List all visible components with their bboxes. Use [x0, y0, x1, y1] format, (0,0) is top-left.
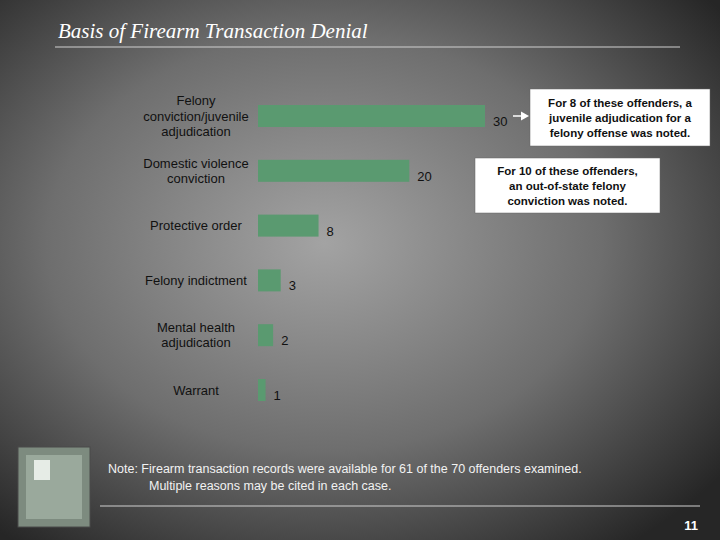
category-label-line: Protective order [150, 218, 242, 233]
annotation-arrowhead [521, 112, 529, 121]
background [0, 0, 720, 540]
category-label: Domestic violenceconviction [143, 156, 249, 187]
category-label: Felonyconviction/juvenileadjudication [143, 93, 249, 139]
category-label: Mental healthadjudication [157, 320, 235, 351]
note-line: Note: Firearm transaction records were a… [108, 462, 582, 476]
note: Note: Firearm transaction records were a… [108, 462, 582, 493]
category-label: Protective order [150, 218, 242, 233]
footer-rule [100, 506, 700, 507]
annotation-line: an out-of-state felony [509, 180, 627, 192]
annotation-box [475, 158, 660, 213]
category-label-line: conviction/juvenile [143, 109, 249, 124]
bar [258, 324, 273, 346]
bar [258, 269, 281, 291]
annotation-text: For 10 of these offenders, an out-of-stat… [497, 165, 638, 207]
annotation-line: juvenile adjudication for a [548, 112, 691, 124]
category-label-line: adjudication [161, 124, 230, 139]
data-label: 3 [289, 278, 296, 293]
annotation-line: For 8 of these offenders, a [548, 97, 692, 109]
category-labels: Felonyconviction/juvenileadjudicationDom… [143, 93, 249, 398]
logo-emblem [34, 460, 50, 480]
logo [18, 447, 90, 527]
category-label-line: Domestic violence [143, 156, 249, 171]
logo-cover [26, 455, 82, 519]
category-label-line: conviction [167, 171, 225, 186]
bar [258, 160, 409, 182]
chart: Basis of Firearm Transaction Denial Felon… [0, 0, 720, 540]
bar [258, 105, 485, 127]
annotation-text: For 8 of these offenders, a juvenile adju… [548, 97, 692, 139]
annotation-line: conviction was noted. [507, 195, 627, 207]
title: Basis of Firearm Transaction Denial [58, 19, 368, 43]
logo-frame [18, 447, 90, 527]
category-label-line: Warrant [173, 383, 219, 398]
annotation: For 10 of these offenders, an out-of-stat… [475, 158, 660, 213]
annotation-line: For 10 of these offenders, [497, 165, 638, 177]
page-number: 11 [684, 518, 698, 533]
bars [258, 105, 485, 401]
title-rule [55, 47, 680, 48]
data-label: 30 [493, 114, 507, 129]
data-label: 8 [327, 224, 334, 239]
category-label: Warrant [173, 383, 219, 398]
data-label: 20 [417, 169, 431, 184]
category-label-line: Felony [176, 93, 216, 108]
bar [258, 379, 266, 401]
annotation-box [530, 89, 710, 146]
note-line: Multiple reasons may be cited in each ca… [149, 479, 392, 493]
annotation-line: felony offense was noted. [550, 127, 691, 139]
bar [258, 215, 319, 237]
data-label: 1 [274, 388, 281, 403]
annotation: For 8 of these offenders, a juvenile adju… [513, 89, 710, 146]
category-label-line: Felony indictment [145, 273, 247, 288]
category-label: Felony indictment [145, 273, 247, 288]
category-label-line: adjudication [161, 335, 230, 350]
category-label-line: Mental health [157, 320, 235, 335]
data-labels: 30 20 8 3 2 1 [274, 114, 508, 403]
data-label: 2 [281, 333, 288, 348]
